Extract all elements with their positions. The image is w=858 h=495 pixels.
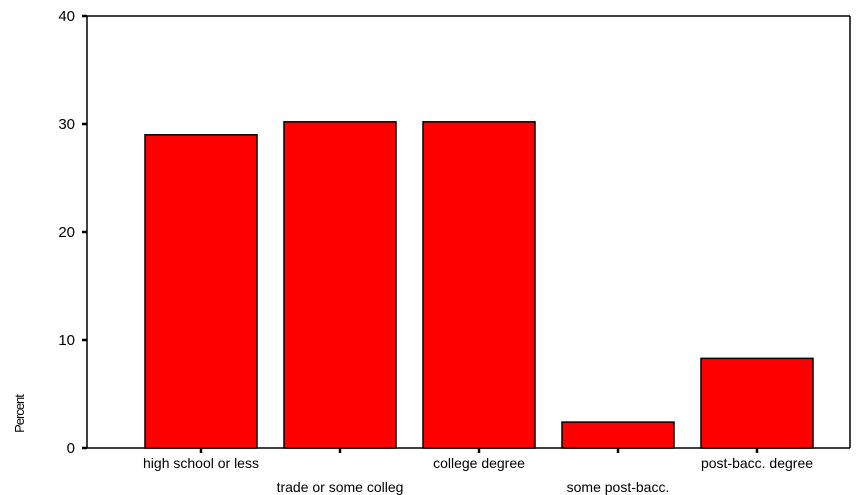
bar-1 [144, 134, 258, 449]
bar-3 [422, 121, 536, 449]
x-category-label: high school or less [143, 455, 259, 471]
x-category-label: college degree [433, 455, 525, 471]
y-tick-label: 40 [58, 8, 75, 25]
y-tick-label: 30 [58, 116, 75, 133]
y-ticks: 0 10 20 30 40 [58, 8, 87, 457]
bar-5 [700, 357, 814, 449]
y-tick-label: 0 [67, 440, 75, 457]
x-ticks: high school or less trade or some colleg c… [143, 448, 813, 495]
bar-4 [561, 421, 675, 449]
y-tick-label: 20 [58, 224, 75, 241]
y-axis-title: Percent [12, 394, 27, 433]
bars [144, 121, 814, 449]
y-tick-label: 10 [58, 332, 75, 349]
x-category-label: post-bacc. degree [701, 455, 813, 471]
x-category-label: trade or some colleg [277, 479, 404, 495]
bar-2 [283, 121, 397, 449]
x-category-label: some post-bacc. [567, 479, 670, 495]
